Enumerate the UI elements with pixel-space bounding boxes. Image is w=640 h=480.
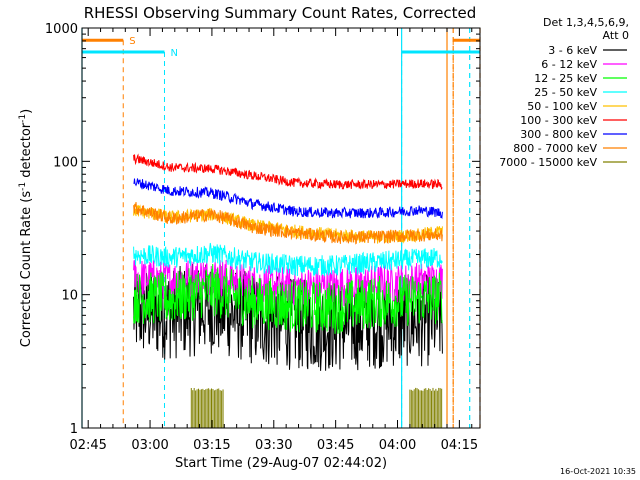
y-axis-label-end: ) — [19, 109, 34, 114]
legend-header-line-2: Att 0 — [603, 29, 629, 42]
y-axis-label-mid: detector — [19, 122, 34, 182]
y-axis-label-base: Corrected Count Rate (s — [19, 191, 34, 348]
x-tick-label: 03:30 — [255, 438, 292, 453]
y-tick-label: 1 — [70, 422, 78, 437]
y-tick-label: 1000 — [45, 22, 78, 37]
legend-header-line-1: Det 1,3,4,5,6,9, — [543, 16, 629, 29]
x-tick-label: 03:45 — [317, 438, 354, 453]
plot-frame — [81, 27, 481, 429]
data-layer: SN — [81, 28, 481, 428]
y-axis-label-sup1: -1 — [18, 182, 28, 191]
series-4-line — [133, 204, 443, 244]
y-tick-label: 100 — [53, 155, 78, 170]
y-axis-label-sup2: -1 — [18, 114, 28, 123]
x-tick-label: 03:00 — [131, 438, 168, 453]
flag-label-s: S — [129, 36, 135, 47]
legend-label-3: 25 - 50 keV — [534, 86, 597, 99]
x-tick-label: 02:45 — [69, 438, 106, 453]
y-tick-label: 10 — [61, 289, 78, 304]
legend-label-4: 50 - 100 keV — [527, 100, 597, 113]
series-8-burst-0 — [190, 387, 224, 428]
series-6-line — [133, 178, 443, 220]
x-tick-label: 04:15 — [441, 438, 478, 453]
legend-label-0: 3 - 6 keV — [548, 44, 597, 57]
series-5-line — [133, 153, 443, 191]
flag-label-n: N — [170, 48, 177, 59]
legend-label-5: 100 - 300 keV — [520, 114, 597, 127]
x-tick-label: 03:15 — [193, 438, 230, 453]
series-8-burst-1 — [409, 387, 443, 428]
footer-timestamp: 16-Oct-2021 10:35 — [560, 467, 636, 476]
legend-label-1: 6 - 12 keV — [541, 58, 597, 71]
y-axis-label: Corrected Count Rate (s-1 detector-1) — [18, 109, 34, 347]
legend-label-8: 7000 - 15000 keV — [499, 156, 597, 169]
series-3-line — [133, 242, 443, 277]
series-2-line — [133, 263, 443, 334]
legend-label-7: 800 - 7000 keV — [513, 142, 597, 155]
x-tick-label: 04:00 — [379, 438, 416, 453]
x-axis-label: Start Time (29-Aug-07 02:44:02) — [175, 456, 387, 471]
series-7-line — [133, 201, 443, 245]
legend-label-6: 300 - 800 keV — [520, 128, 597, 141]
legend-label-2: 12 - 25 keV — [534, 72, 597, 85]
axis-layer: 1 10 100 1000 02:45 03:00 03:15 03:30 03:45 04:00… — [45, 22, 480, 453]
chart-title: RHESSI Observing Summary Count Rates, Co… — [84, 4, 477, 22]
